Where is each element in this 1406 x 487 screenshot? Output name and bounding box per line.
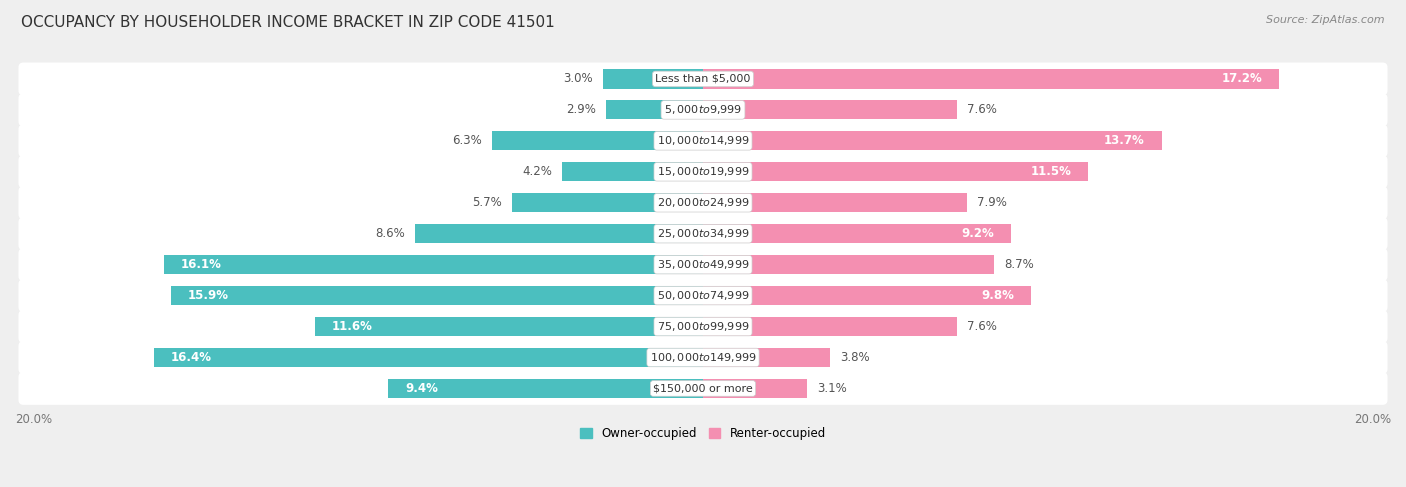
Bar bbox=[703, 224, 1011, 244]
Text: 6.3%: 6.3% bbox=[453, 134, 482, 148]
Bar bbox=[315, 317, 703, 336]
Text: $100,000 to $149,999: $100,000 to $149,999 bbox=[650, 351, 756, 364]
Text: 16.1%: 16.1% bbox=[181, 258, 222, 271]
Text: 11.6%: 11.6% bbox=[332, 320, 373, 333]
Bar bbox=[562, 162, 703, 181]
Bar bbox=[703, 348, 830, 367]
Text: 9.2%: 9.2% bbox=[962, 227, 994, 240]
Text: 8.6%: 8.6% bbox=[375, 227, 405, 240]
Text: $75,000 to $99,999: $75,000 to $99,999 bbox=[657, 320, 749, 333]
Bar bbox=[703, 162, 1088, 181]
Text: 7.6%: 7.6% bbox=[967, 320, 997, 333]
FancyBboxPatch shape bbox=[18, 125, 1388, 157]
Bar bbox=[512, 193, 703, 212]
FancyBboxPatch shape bbox=[18, 341, 1388, 374]
Bar bbox=[155, 348, 703, 367]
Bar bbox=[703, 131, 1161, 150]
Bar bbox=[170, 286, 703, 305]
FancyBboxPatch shape bbox=[18, 310, 1388, 343]
Bar bbox=[703, 193, 967, 212]
Text: Source: ZipAtlas.com: Source: ZipAtlas.com bbox=[1267, 15, 1385, 25]
Text: 9.8%: 9.8% bbox=[981, 289, 1014, 302]
Text: 16.4%: 16.4% bbox=[170, 351, 212, 364]
Text: 3.0%: 3.0% bbox=[562, 73, 592, 85]
Text: $15,000 to $19,999: $15,000 to $19,999 bbox=[657, 165, 749, 178]
Text: 3.8%: 3.8% bbox=[841, 351, 870, 364]
Bar bbox=[703, 379, 807, 398]
Bar bbox=[703, 100, 957, 119]
Bar bbox=[703, 69, 1278, 89]
Text: 2.9%: 2.9% bbox=[567, 103, 596, 116]
Text: 7.9%: 7.9% bbox=[977, 196, 1007, 209]
Text: Less than $5,000: Less than $5,000 bbox=[655, 74, 751, 84]
Text: 15.9%: 15.9% bbox=[187, 289, 229, 302]
Text: 7.6%: 7.6% bbox=[967, 103, 997, 116]
FancyBboxPatch shape bbox=[18, 372, 1388, 405]
Text: 4.2%: 4.2% bbox=[523, 165, 553, 178]
Text: $35,000 to $49,999: $35,000 to $49,999 bbox=[657, 258, 749, 271]
Text: 13.7%: 13.7% bbox=[1104, 134, 1144, 148]
Text: 8.7%: 8.7% bbox=[1004, 258, 1033, 271]
FancyBboxPatch shape bbox=[18, 279, 1388, 312]
Bar bbox=[492, 131, 703, 150]
Text: $150,000 or more: $150,000 or more bbox=[654, 383, 752, 393]
FancyBboxPatch shape bbox=[18, 187, 1388, 219]
FancyBboxPatch shape bbox=[18, 155, 1388, 188]
Bar bbox=[603, 69, 703, 89]
Bar bbox=[703, 255, 994, 274]
Text: 9.4%: 9.4% bbox=[405, 382, 439, 395]
Text: $50,000 to $74,999: $50,000 to $74,999 bbox=[657, 289, 749, 302]
Text: $25,000 to $34,999: $25,000 to $34,999 bbox=[657, 227, 749, 240]
Text: OCCUPANCY BY HOUSEHOLDER INCOME BRACKET IN ZIP CODE 41501: OCCUPANCY BY HOUSEHOLDER INCOME BRACKET … bbox=[21, 15, 555, 30]
FancyBboxPatch shape bbox=[18, 217, 1388, 250]
Text: 5.7%: 5.7% bbox=[472, 196, 502, 209]
Text: 17.2%: 17.2% bbox=[1222, 73, 1263, 85]
Bar bbox=[415, 224, 703, 244]
FancyBboxPatch shape bbox=[18, 248, 1388, 281]
Text: 3.1%: 3.1% bbox=[817, 382, 846, 395]
Text: $5,000 to $9,999: $5,000 to $9,999 bbox=[664, 103, 742, 116]
FancyBboxPatch shape bbox=[18, 62, 1388, 95]
Bar bbox=[703, 286, 1031, 305]
Bar bbox=[165, 255, 703, 274]
Text: $20,000 to $24,999: $20,000 to $24,999 bbox=[657, 196, 749, 209]
Legend: Owner-occupied, Renter-occupied: Owner-occupied, Renter-occupied bbox=[575, 422, 831, 445]
Text: $10,000 to $14,999: $10,000 to $14,999 bbox=[657, 134, 749, 148]
Bar bbox=[606, 100, 703, 119]
Bar bbox=[388, 379, 703, 398]
FancyBboxPatch shape bbox=[18, 94, 1388, 126]
Bar bbox=[703, 317, 957, 336]
Text: 11.5%: 11.5% bbox=[1031, 165, 1071, 178]
